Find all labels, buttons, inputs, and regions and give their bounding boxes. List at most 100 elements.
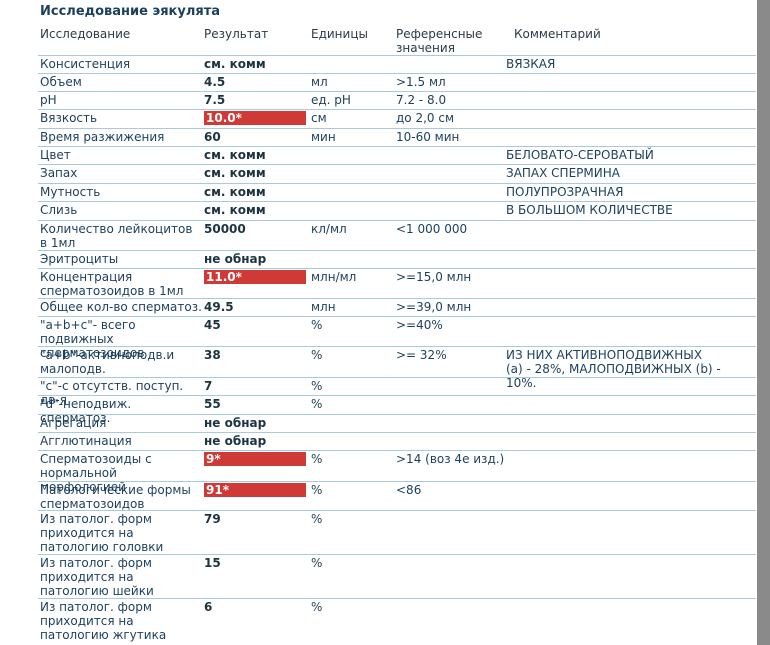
- cell-result: 6: [204, 600, 213, 614]
- title: Исследование эякулята: [40, 4, 221, 19]
- cell-result: не обнар: [204, 434, 267, 448]
- cell-units: %: [311, 556, 323, 570]
- cell-units: %: [311, 397, 323, 411]
- cell-reference: 10-60 мин: [396, 130, 460, 144]
- cell-reference: >14 (воз 4е изд.): [396, 452, 505, 466]
- cell-test: Слизь: [40, 203, 78, 217]
- cell-units: %: [311, 379, 323, 393]
- row-separator: [38, 201, 756, 202]
- cell-result: 15: [204, 556, 221, 570]
- row-separator: [38, 128, 756, 129]
- row-separator: [38, 220, 756, 221]
- cell-result: 7: [204, 379, 213, 393]
- row-separator: [38, 91, 756, 92]
- cell-test: Объем: [40, 75, 82, 89]
- cell-units: млн/мл: [311, 270, 357, 284]
- cell-test: Эритроциты: [40, 252, 119, 266]
- cell-test: Консистенция: [40, 57, 131, 71]
- cell-test: "a+b+c"- всего подвижных сперматозоидов: [40, 318, 145, 360]
- cell-result: 10.0*: [204, 111, 306, 125]
- row-separator: [38, 450, 756, 451]
- cell-units: мин: [311, 130, 336, 144]
- cell-comment: БЕЛОВАТО-СЕРОВАТЫЙ: [506, 148, 654, 162]
- cell-result: 49.5: [204, 300, 234, 314]
- cell-test: Время разжижения: [40, 130, 165, 144]
- row-separator: [38, 250, 756, 251]
- row-separator: [38, 316, 756, 317]
- cell-test: Вязкость: [40, 111, 98, 125]
- cell-reference: 7.2 - 8.0: [396, 93, 447, 107]
- cell-test: Из патолог. форм приходится на патологию…: [40, 512, 164, 554]
- header-cell: Референсные значения: [396, 27, 483, 55]
- row-separator: [38, 395, 756, 396]
- cell-result: 4.5: [204, 75, 226, 89]
- row-separator: [38, 298, 756, 299]
- cell-result: не обнар: [204, 416, 267, 430]
- cell-units: %: [311, 452, 323, 466]
- cell-units: см: [311, 111, 327, 125]
- cell-result: см. комм: [204, 203, 266, 217]
- cell-comment: ПОЛУПРОЗРАЧНАЯ: [506, 185, 624, 199]
- cell-test: Общее кол-во сперматоз.: [40, 300, 202, 314]
- cell-result: 45: [204, 318, 221, 332]
- cell-result: см. комм: [204, 148, 266, 162]
- cell-test: Концентрация сперматозоидов в 1мл: [40, 270, 184, 298]
- cell-units: %: [311, 483, 323, 497]
- cell-test: Агглютинация: [40, 434, 132, 448]
- cell-test: Мутность: [40, 185, 101, 199]
- row-separator: [38, 432, 756, 433]
- row-separator: [38, 268, 756, 269]
- cell-comment: ИЗ НИХ АКТИВНОПОДВИЖНЫХ (a) - 28%, МАЛОП…: [506, 348, 721, 390]
- cell-reference: >1.5 мл: [396, 75, 446, 89]
- cell-units: %: [311, 512, 323, 526]
- cell-comment: ЗАПАХ СПЕРМИНА: [506, 166, 620, 180]
- row-separator: [38, 377, 756, 378]
- cell-reference: <1 000 000: [396, 222, 468, 236]
- cell-reference: >=40%: [396, 318, 443, 332]
- row-separator: [38, 598, 756, 599]
- cell-result: 79: [204, 512, 221, 526]
- cell-test: pH: [40, 93, 57, 107]
- cell-test: Цвет: [40, 148, 71, 162]
- row-separator: [38, 55, 756, 56]
- header-cell: Комментарий: [514, 27, 601, 41]
- cell-reference: до 2,0 см: [396, 111, 455, 125]
- row-separator: [38, 164, 756, 165]
- cell-result: 91*: [204, 483, 306, 497]
- cell-result: 50000: [204, 222, 246, 236]
- row-separator: [38, 73, 756, 74]
- row-separator: [38, 481, 756, 482]
- row-separator: [38, 109, 756, 110]
- side-strip: [757, 0, 770, 645]
- row-separator: [38, 510, 756, 511]
- row-separator: [38, 146, 756, 147]
- cell-reference: >=15,0 млн: [396, 270, 472, 284]
- header-cell: Результат: [204, 27, 269, 41]
- header-cell: Единицы: [311, 27, 368, 41]
- cell-units: ед. pH: [311, 93, 351, 107]
- cell-units: %: [311, 348, 323, 362]
- cell-units: кл/мл: [311, 222, 347, 236]
- cell-units: %: [311, 600, 323, 614]
- header-cell: Исследование: [40, 27, 131, 41]
- cell-result: 38: [204, 348, 221, 362]
- cell-units: %: [311, 318, 323, 332]
- cell-test: "a+b"-активноподв.и малоподв.: [40, 348, 175, 376]
- row-separator: [38, 414, 756, 415]
- cell-test: Сперматозоиды с нормальной морфологией: [40, 452, 152, 494]
- cell-result: см. комм: [204, 166, 266, 180]
- row-separator: [38, 346, 756, 347]
- cell-test: Запах: [40, 166, 78, 180]
- cell-units: млн: [311, 300, 336, 314]
- cell-units: мл: [311, 75, 328, 89]
- cell-reference: >= 32%: [396, 348, 447, 362]
- cell-test: Агрегация: [40, 416, 107, 430]
- cell-test: Из патолог. форм приходится на патологию…: [40, 600, 167, 642]
- cell-comment: ВЯЗКАЯ: [506, 57, 556, 71]
- cell-test: Из патолог. форм приходится на патологию…: [40, 556, 154, 598]
- cell-result: 55: [204, 397, 221, 411]
- cell-result: 9*: [204, 452, 306, 466]
- cell-result: 11.0*: [204, 270, 306, 284]
- cell-test: "c"-с отсутств. поступ. дв-я: [40, 379, 184, 407]
